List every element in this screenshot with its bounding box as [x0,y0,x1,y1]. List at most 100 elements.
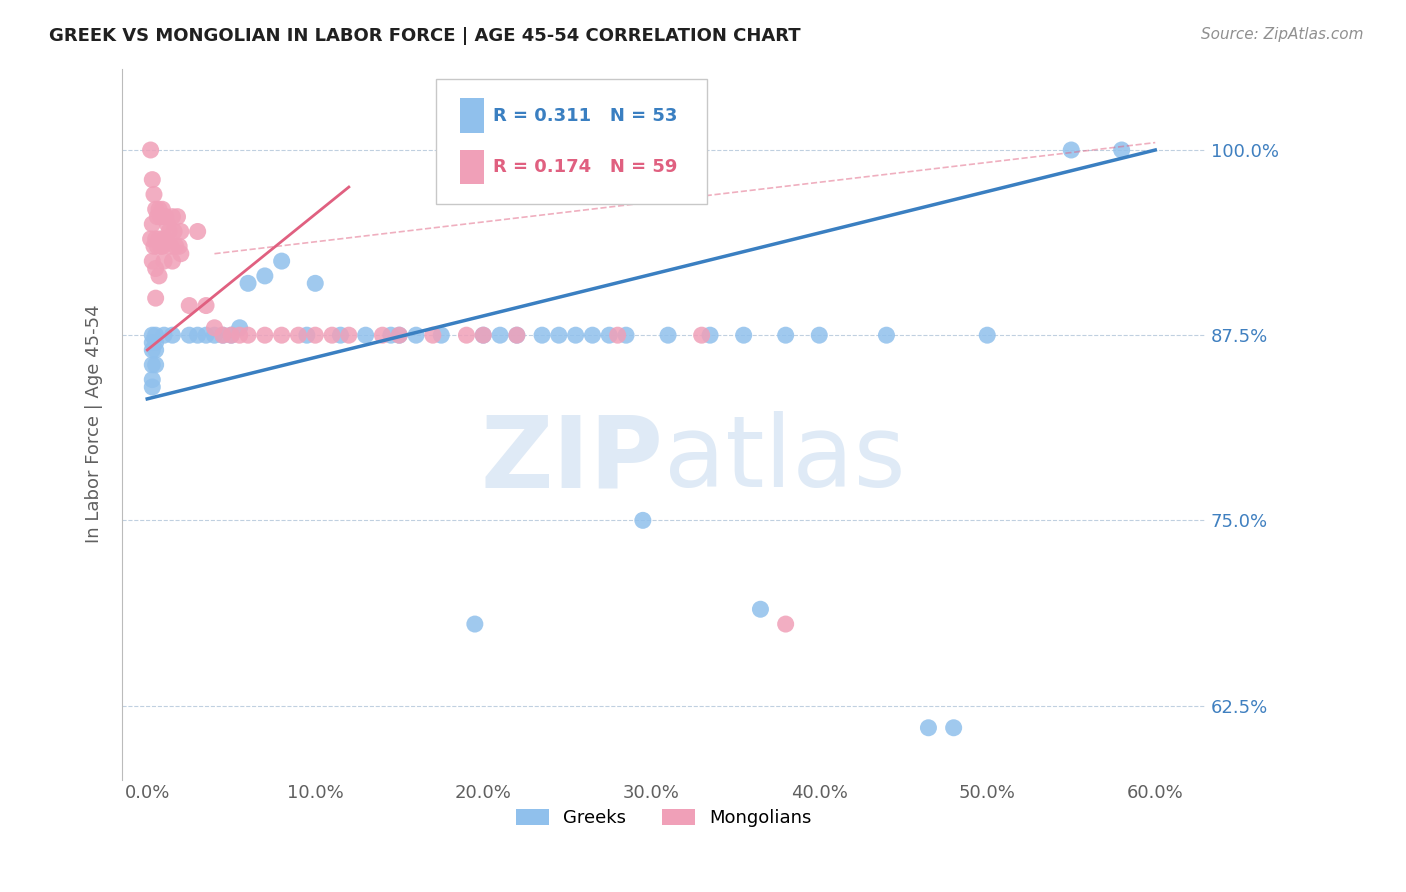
Point [775,328,797,343]
Point [170,246,193,260]
Point [253,268,276,283]
Point [146,239,169,253]
Text: ZIP: ZIP [481,411,664,508]
Point [179,299,201,313]
Point [148,268,170,283]
Point [614,328,637,343]
Point [145,291,167,305]
Point [204,320,226,334]
Point [159,239,181,253]
Point [156,217,179,231]
Point [162,210,184,224]
Point [162,254,184,268]
Point [749,602,772,616]
Point [148,232,170,246]
Point [287,328,309,343]
Point [690,328,713,343]
Point [179,328,201,343]
FancyBboxPatch shape [460,150,484,184]
Point [228,328,250,343]
Point [141,217,163,231]
Point [145,358,167,372]
Point [976,328,998,343]
Point [141,373,163,387]
Point [139,143,162,157]
FancyBboxPatch shape [460,98,484,133]
Point [388,328,411,343]
Y-axis label: In Labor Force | Age 45-54: In Labor Force | Age 45-54 [86,305,103,543]
Point [155,232,177,246]
Point [405,328,427,343]
Point [304,277,326,291]
Point [422,328,444,343]
Point [170,225,193,239]
Point [456,328,478,343]
Point [270,254,292,268]
Point [547,328,569,343]
Point [506,328,529,343]
Point [143,187,166,202]
Point [464,617,486,632]
Point [211,328,233,343]
Point [1111,143,1133,157]
Point [699,328,721,343]
Point [531,328,554,343]
Point [211,328,233,343]
Point [163,225,186,239]
Point [141,335,163,350]
Point [228,320,250,334]
Point [153,210,176,224]
Point [150,202,173,217]
Point [371,328,394,343]
Point [141,172,163,186]
Point [195,328,218,343]
Point [187,328,209,343]
Point [165,239,187,253]
Point [146,210,169,224]
Point [775,617,797,632]
Text: R = 0.311   N = 53: R = 0.311 N = 53 [492,107,678,125]
Point [606,328,628,343]
Point [155,210,177,224]
Point [153,254,176,268]
Point [506,328,529,343]
Point [564,328,586,343]
Point [195,299,218,313]
Point [270,328,292,343]
Point [145,343,167,357]
Point [236,277,259,291]
Point [337,328,360,343]
Point [295,328,318,343]
Point [141,358,163,372]
Point [917,721,939,735]
Point [598,328,620,343]
Point [219,328,242,343]
Point [236,328,259,343]
Point [430,328,453,343]
Point [162,328,184,343]
Point [141,380,163,394]
Point [875,328,897,343]
Point [1060,143,1083,157]
Point [733,328,755,343]
Point [167,239,190,253]
Point [942,721,965,735]
Point [141,254,163,268]
Point [187,225,209,239]
Point [380,328,402,343]
Point [139,232,162,246]
Point [321,328,343,343]
Point [149,239,172,253]
Point [141,343,163,357]
Point [145,232,167,246]
Point [581,328,603,343]
Point [329,328,352,343]
Point [631,513,654,527]
Point [148,202,170,217]
Point [489,328,512,343]
Point [253,328,276,343]
Point [354,328,377,343]
Point [149,210,172,224]
Point [143,239,166,253]
Point [150,239,173,253]
